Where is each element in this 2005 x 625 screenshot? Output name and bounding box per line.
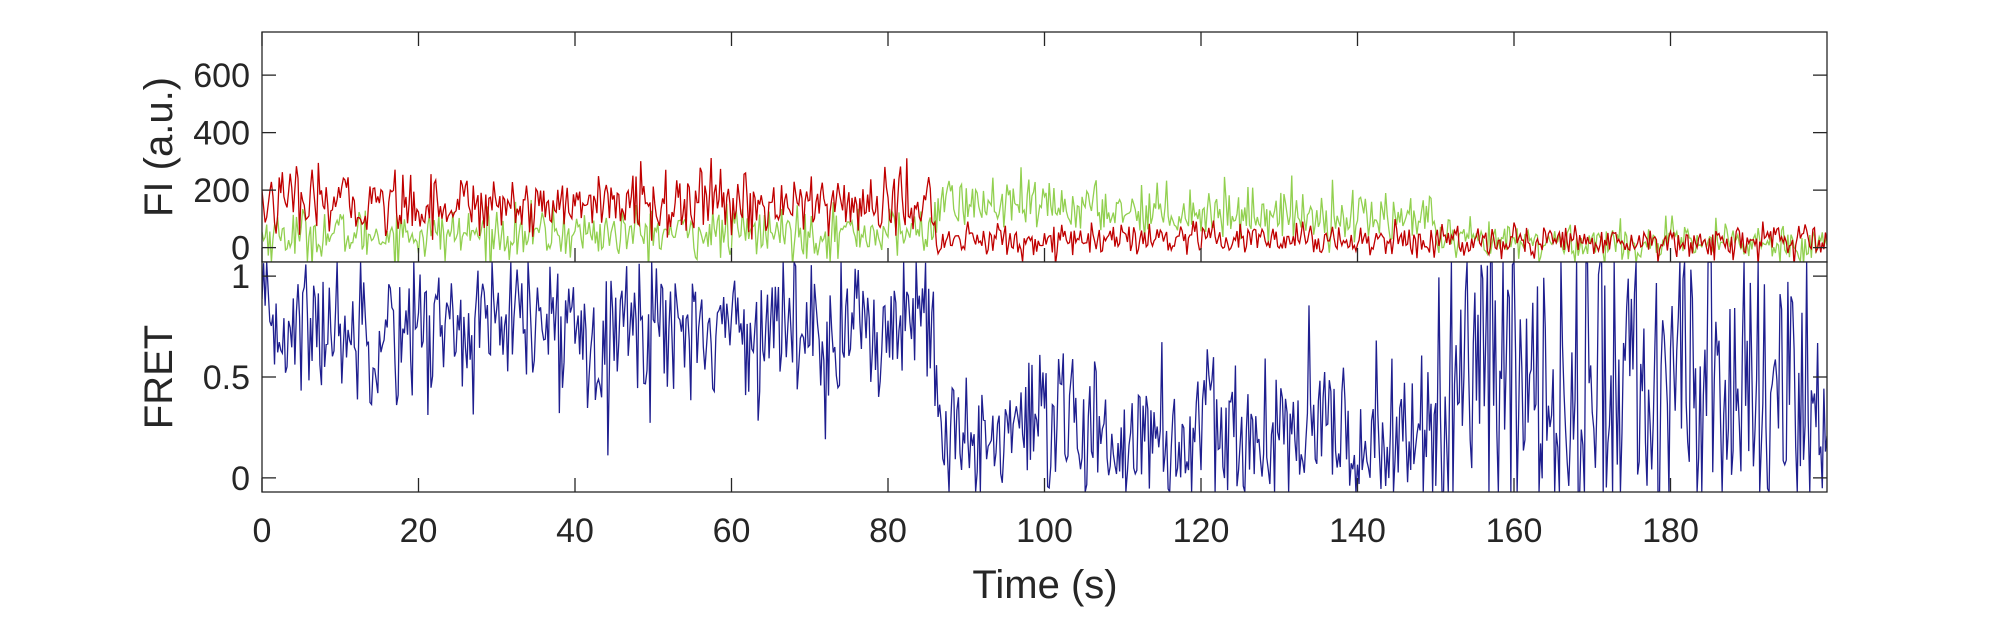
x-tick-label: 120 xyxy=(1173,512,1230,550)
fret-trace-0 xyxy=(262,262,1827,492)
fret-y-axis-label: FRET xyxy=(137,325,181,429)
y-tick-label: 400 xyxy=(193,115,250,153)
fret-y-ticks: 00.51 xyxy=(203,258,1827,498)
fluorescence-series-group xyxy=(262,158,1827,262)
time-x-ticks: 0 20 40 60 80 100 120 140 160 180 xyxy=(253,32,1699,550)
fret-panel: 00.51 FRET xyxy=(137,258,1828,498)
y-tick-label: 0 xyxy=(231,460,250,498)
x-tick-label: 80 xyxy=(869,512,907,550)
y-tick-label: 0 xyxy=(231,230,250,268)
x-tick-label: 0 xyxy=(253,512,272,550)
x-tick-label: 180 xyxy=(1642,512,1699,550)
y-tick-label: 200 xyxy=(193,172,250,210)
x-tick-label: 140 xyxy=(1329,512,1386,550)
fluorescence-panel: 0 200 400 600 FI (a.u.) xyxy=(137,31,1828,268)
x-tick-label: 40 xyxy=(556,512,594,550)
x-tick-label: 60 xyxy=(713,512,751,550)
x-tick-label: 20 xyxy=(400,512,438,550)
fluorescence-trace-0 xyxy=(262,167,1827,262)
y-tick-label: 600 xyxy=(193,57,250,95)
fluorescence-trace-1 xyxy=(262,158,1827,262)
fluorescence-y-ticks: 0 200 400 600 xyxy=(193,57,1827,268)
fret-series-group xyxy=(262,262,1827,492)
y-tick-label: 0.5 xyxy=(203,359,250,397)
y-tick-label: 1 xyxy=(231,258,250,296)
time-x-axis-label: Time (s) xyxy=(972,563,1117,607)
fluorescence-y-axis-label: FI (a.u.) xyxy=(137,77,181,217)
x-tick-label: 160 xyxy=(1486,512,1543,550)
x-tick-label: 100 xyxy=(1016,512,1073,550)
